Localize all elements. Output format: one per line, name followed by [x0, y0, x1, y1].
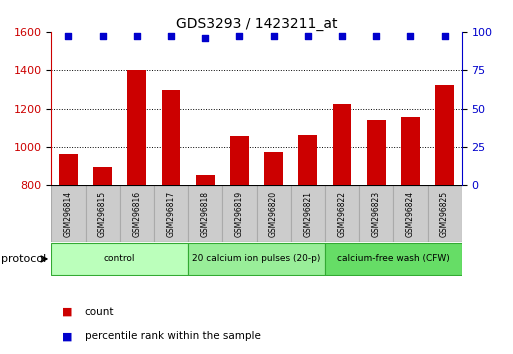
Point: [133, 34, 141, 39]
Text: calcium-free wash (CFW): calcium-free wash (CFW): [337, 255, 450, 263]
Bar: [332, 104, 351, 185]
FancyBboxPatch shape: [291, 185, 325, 242]
Text: protocol: protocol: [1, 254, 46, 264]
Text: GSM296821: GSM296821: [303, 190, 312, 236]
Bar: [59, 154, 78, 185]
FancyBboxPatch shape: [188, 243, 325, 275]
Text: count: count: [85, 307, 114, 316]
FancyBboxPatch shape: [393, 185, 427, 242]
FancyBboxPatch shape: [359, 185, 393, 242]
FancyBboxPatch shape: [325, 185, 359, 242]
Text: GSM296815: GSM296815: [98, 190, 107, 236]
Text: 20 calcium ion pulses (20-p): 20 calcium ion pulses (20-p): [192, 255, 321, 263]
FancyBboxPatch shape: [188, 185, 222, 242]
Point: [167, 34, 175, 39]
Text: GSM296824: GSM296824: [406, 190, 415, 236]
FancyBboxPatch shape: [51, 185, 86, 242]
Point: [98, 34, 107, 39]
FancyBboxPatch shape: [51, 243, 188, 275]
FancyBboxPatch shape: [222, 185, 256, 242]
Bar: [196, 175, 214, 185]
Text: GSM296822: GSM296822: [338, 190, 346, 236]
Bar: [162, 90, 181, 185]
Point: [372, 34, 380, 39]
Point: [269, 34, 278, 39]
Text: ■: ■: [62, 307, 72, 316]
Text: GSM296817: GSM296817: [167, 190, 175, 236]
Text: GSM296818: GSM296818: [201, 190, 210, 236]
Text: GSM296814: GSM296814: [64, 190, 73, 236]
Text: GSM296816: GSM296816: [132, 190, 141, 236]
Text: GSM296823: GSM296823: [372, 190, 381, 236]
Title: GDS3293 / 1423211_at: GDS3293 / 1423211_at: [176, 17, 337, 31]
Text: GSM296820: GSM296820: [269, 190, 278, 236]
Bar: [127, 70, 146, 185]
Bar: [264, 152, 283, 185]
Bar: [435, 85, 454, 185]
Bar: [93, 167, 112, 185]
Point: [201, 35, 209, 41]
Bar: [401, 117, 420, 185]
FancyBboxPatch shape: [154, 185, 188, 242]
Text: GSM296819: GSM296819: [235, 190, 244, 236]
Bar: [230, 136, 249, 185]
Text: ■: ■: [62, 331, 72, 341]
Point: [338, 34, 346, 39]
Text: GSM296825: GSM296825: [440, 190, 449, 236]
FancyBboxPatch shape: [325, 243, 462, 275]
Point: [406, 34, 415, 39]
FancyBboxPatch shape: [427, 185, 462, 242]
Point: [64, 34, 72, 39]
Point: [235, 34, 244, 39]
Bar: [367, 120, 386, 185]
FancyBboxPatch shape: [256, 185, 291, 242]
Point: [304, 34, 312, 39]
Text: control: control: [104, 255, 135, 263]
Point: [441, 34, 449, 39]
Bar: [299, 136, 317, 185]
FancyBboxPatch shape: [86, 185, 120, 242]
FancyBboxPatch shape: [120, 185, 154, 242]
Text: percentile rank within the sample: percentile rank within the sample: [85, 331, 261, 341]
